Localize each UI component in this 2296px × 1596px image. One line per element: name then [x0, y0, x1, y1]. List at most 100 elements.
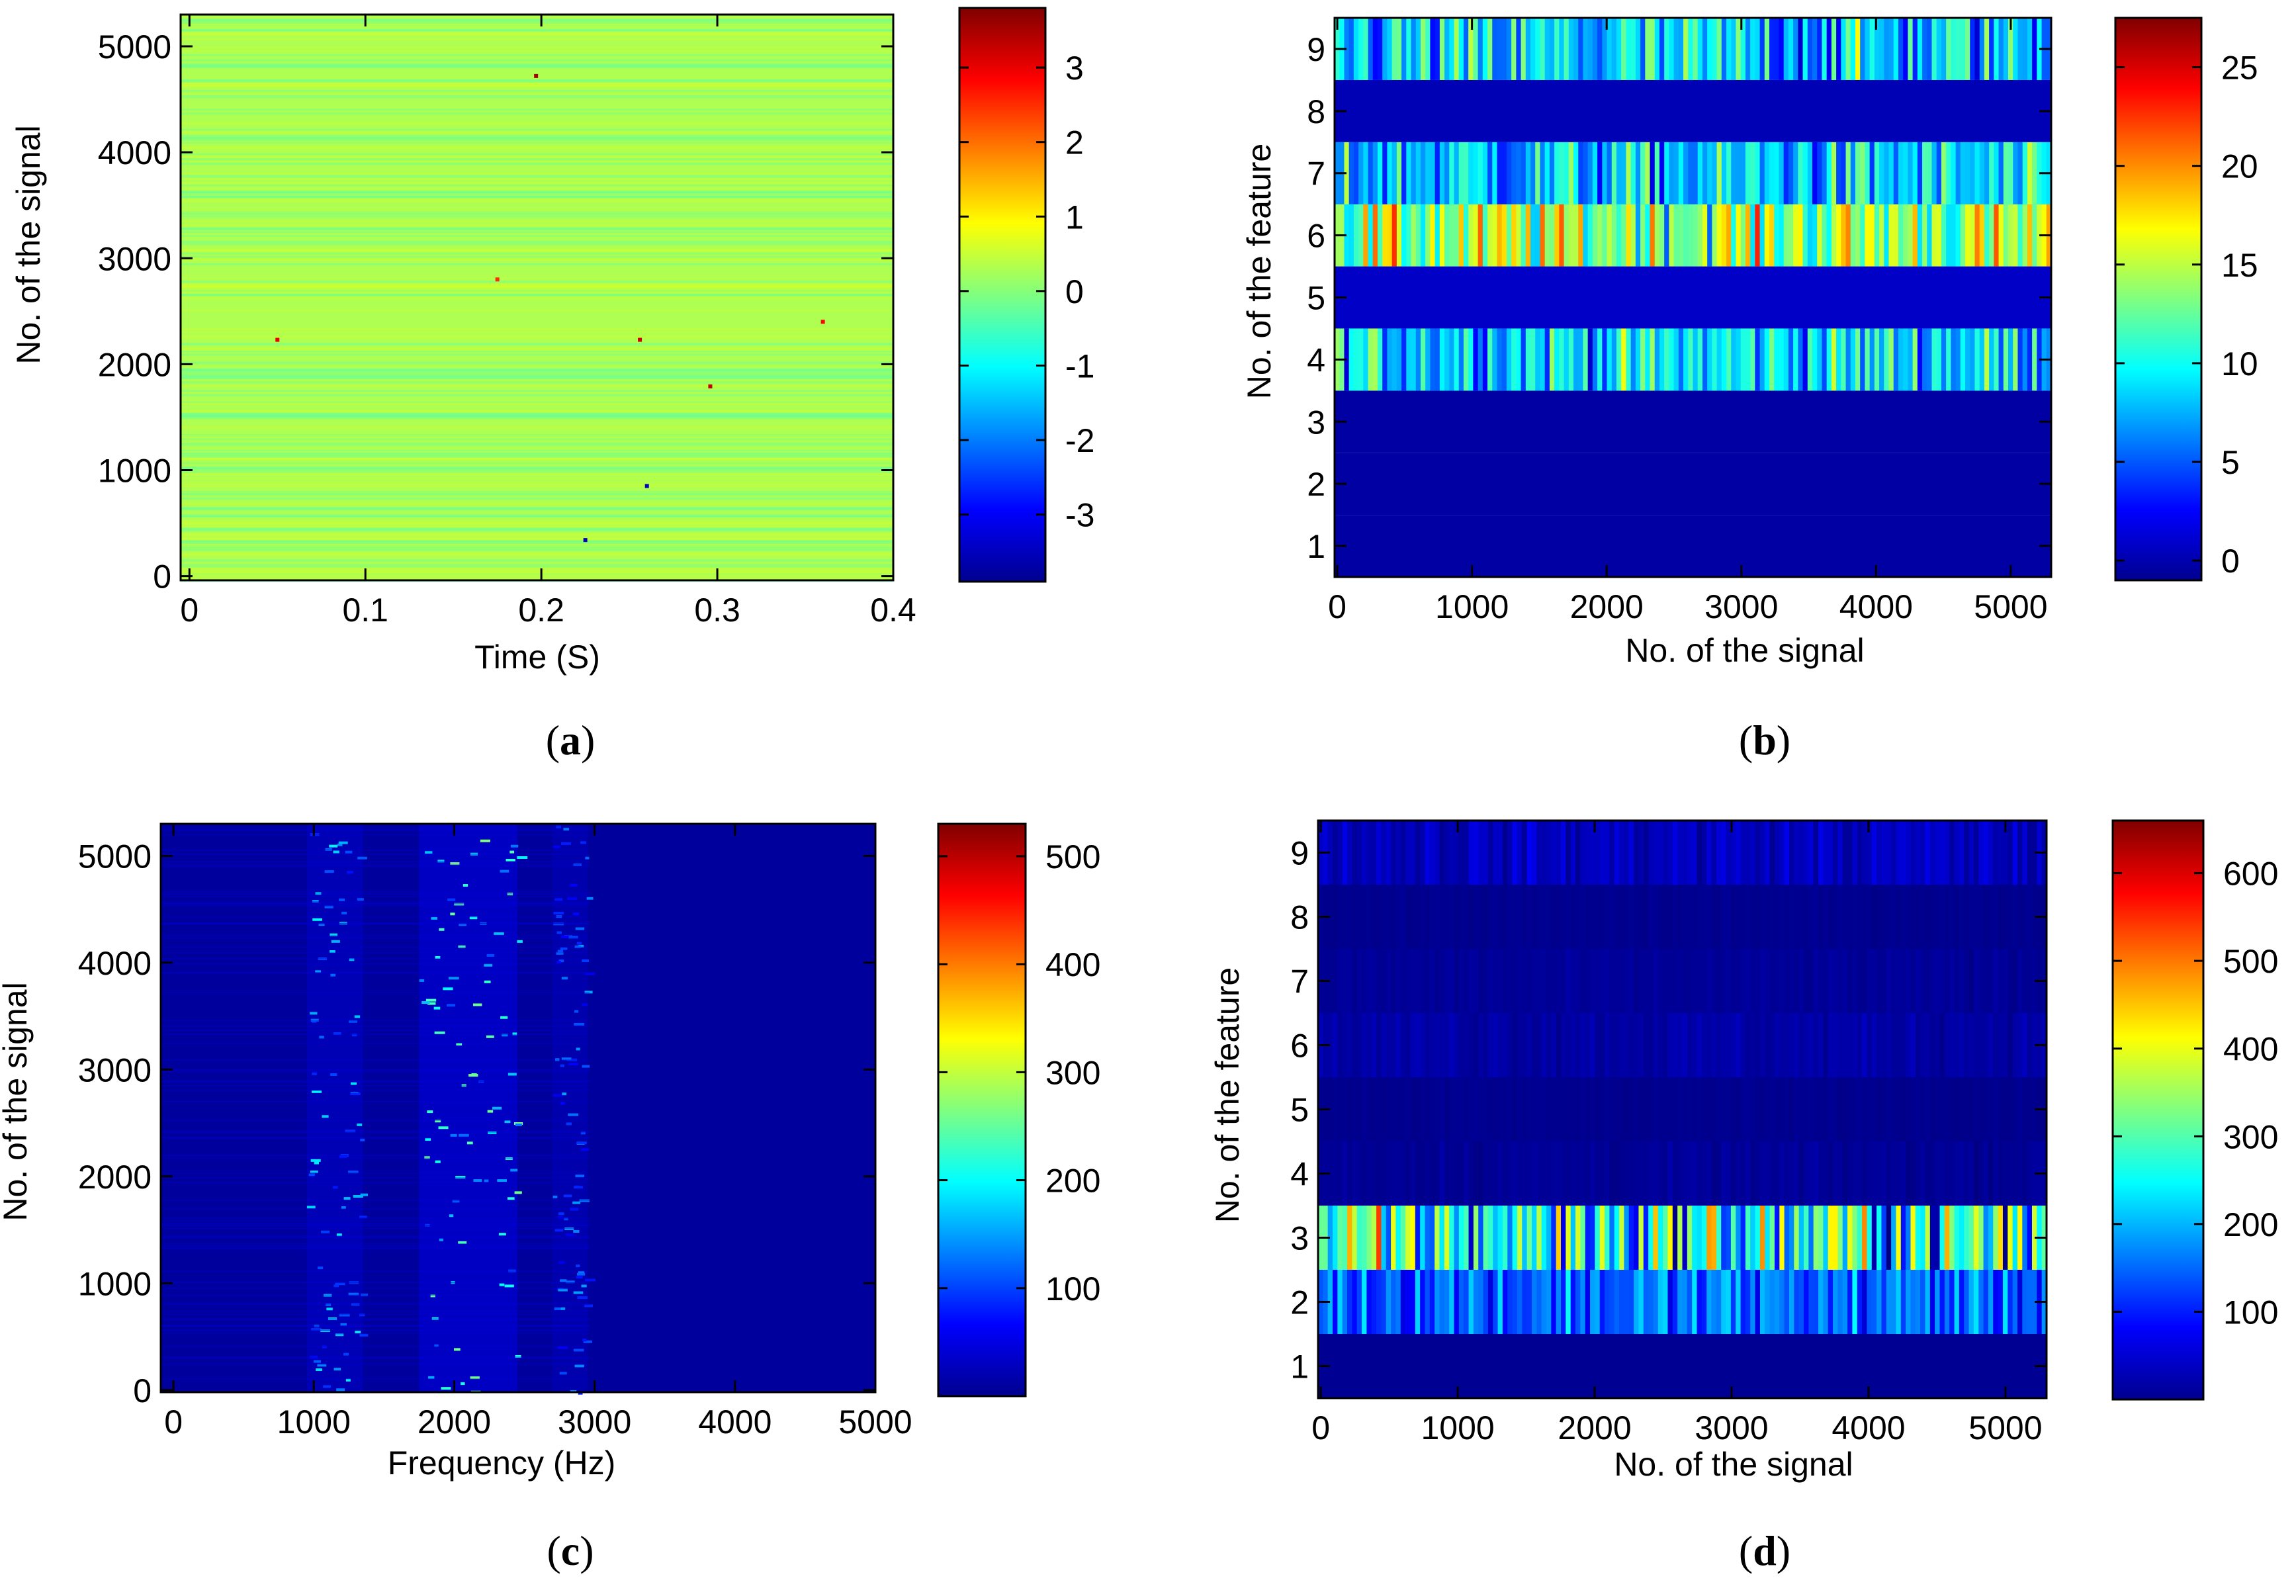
- energy-speck: [318, 923, 325, 926]
- feature-cell: [1847, 1141, 1853, 1206]
- feature-cell: [1382, 142, 1388, 204]
- feature-cell: [1654, 142, 1660, 204]
- feature-cell: [1984, 328, 1990, 391]
- feature-cell: [1745, 1206, 1751, 1270]
- feature-cell: [1376, 949, 1382, 1013]
- feature-cell: [1765, 885, 1771, 949]
- feature-cell: [1635, 142, 1641, 204]
- feature-cell: [1798, 328, 1804, 391]
- feature-cell: [1624, 820, 1630, 885]
- row-stripe: [161, 1069, 590, 1071]
- feature-cell: [1667, 885, 1673, 949]
- energy-speck: [315, 970, 321, 973]
- feature-cell: [1939, 1077, 1945, 1141]
- row-stripe: [161, 1059, 590, 1061]
- colorbar-tick-label: 300: [1045, 1054, 1100, 1091]
- feature-cell: [1544, 142, 1550, 204]
- feature-cell: [1435, 1206, 1440, 1270]
- feature-cell: [1774, 1206, 1780, 1270]
- feature-cell: [1643, 949, 1649, 1013]
- feature-cell: [1605, 885, 1610, 949]
- feature-cell: [1611, 142, 1617, 204]
- noise-stripe: [181, 153, 893, 155]
- feature-cell: [1376, 1077, 1382, 1141]
- energy-speck: [421, 1001, 430, 1004]
- feature-cell: [1935, 885, 1941, 949]
- feature-cell: [1697, 1077, 1702, 1141]
- caption-close: ): [580, 1527, 594, 1574]
- feature-cell: [1614, 1013, 1620, 1077]
- feature-cell: [1425, 1141, 1431, 1206]
- feature-cell: [1386, 1141, 1391, 1206]
- feature-cell: [1842, 1270, 1848, 1334]
- feature-cell: [1549, 142, 1555, 204]
- feature-cell: [1512, 1013, 1518, 1077]
- feature-cell: [1597, 142, 1603, 204]
- energy-speck: [348, 1171, 359, 1174]
- energy-band: [419, 824, 517, 1392]
- energy-speck: [351, 1034, 357, 1037]
- feature-cell: [1841, 204, 1847, 267]
- feature-cell: [1869, 204, 1875, 267]
- noise-stripe: [181, 296, 893, 300]
- feature-cell: [1599, 820, 1605, 885]
- feature-cell: [1458, 820, 1464, 885]
- row-stripe: [161, 1080, 590, 1082]
- caption-close: ): [1777, 1527, 1790, 1574]
- feature-cell: [1726, 1013, 1732, 1077]
- feature-cell: [1420, 949, 1426, 1013]
- feature-cell: [1978, 949, 1984, 1013]
- feature-cell: [1541, 1013, 1547, 1077]
- feature-cell: [1881, 1206, 1887, 1270]
- feature-cell: [1808, 1141, 1814, 1206]
- y-tick-label: 3: [1290, 1220, 1309, 1257]
- feature-cell: [1619, 949, 1625, 1013]
- feature-cell: [1430, 142, 1436, 204]
- feature-cell: [1910, 885, 1916, 949]
- feature-cell: [1566, 1013, 1571, 1077]
- feature-cell: [1602, 18, 1608, 80]
- feature-cell: [2013, 204, 2019, 267]
- feature-cell: [1925, 1077, 1931, 1141]
- noise-stripe: [181, 457, 893, 461]
- feature-cell: [1473, 1077, 1479, 1141]
- feature-cell: [1707, 328, 1712, 391]
- feature-cell: [1900, 1270, 1906, 1334]
- colorbar-frame: [2111, 819, 2205, 1401]
- noise-stripe: [181, 277, 893, 279]
- feature-cell: [2017, 18, 2023, 80]
- feature-cell: [1585, 949, 1591, 1013]
- feature-cell: [1530, 18, 1536, 80]
- feature-cell: [1363, 204, 1369, 267]
- energy-speck: [472, 1003, 482, 1006]
- feature-cell: [1619, 1141, 1625, 1206]
- noise-stripe: [181, 463, 893, 466]
- noise-stripe: [181, 228, 893, 230]
- feature-cell: [1564, 18, 1569, 80]
- feature-cell: [1614, 1206, 1620, 1270]
- feature-cell: [1998, 1013, 2004, 1077]
- feature-cell: [2017, 1141, 2023, 1206]
- feature-cell: [1525, 18, 1531, 80]
- feature-cell: [1929, 1206, 1935, 1270]
- energy-speck: [333, 850, 339, 854]
- feature-cell: [1463, 18, 1469, 80]
- feature-cell: [2017, 204, 2023, 267]
- feature-cell: [1888, 328, 1894, 391]
- feature-cell: [2031, 949, 2037, 1013]
- row-stripe: [161, 1225, 590, 1227]
- feature-cell: [1959, 1013, 1965, 1077]
- energy-speck: [326, 1308, 333, 1311]
- feature-cell: [1822, 142, 1828, 204]
- feature-cell: [1522, 1077, 1528, 1141]
- energy-speck: [425, 998, 437, 1002]
- feature-cell: [1391, 204, 1397, 267]
- feature-cell: [1454, 820, 1460, 885]
- feature-cell: [1716, 142, 1722, 204]
- feature-cell: [1973, 885, 1979, 949]
- feature-cell: [1502, 885, 1508, 949]
- feature-cell: [1483, 1270, 1489, 1334]
- feature-cell: [1979, 142, 1985, 204]
- feature-cell: [1736, 142, 1742, 204]
